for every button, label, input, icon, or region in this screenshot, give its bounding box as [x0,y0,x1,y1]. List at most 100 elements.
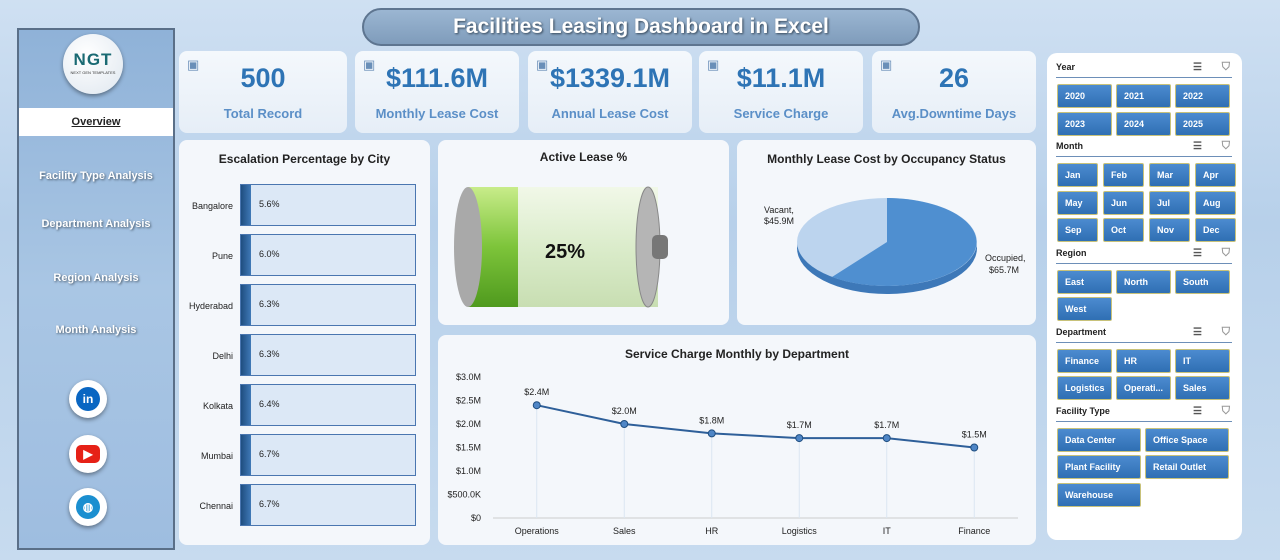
logo: NGT NEXT GEN TEMPLATES [63,34,123,94]
slicer-item[interactable]: Jun [1103,190,1144,215]
nav-department-analysis[interactable]: Department Analysis [41,218,151,230]
bar-fill [241,185,251,225]
y-tick-label: $2.0M [456,419,481,429]
data-point [532,401,541,410]
city-label: Mumbai [200,451,233,461]
slicer-item[interactable]: May [1057,190,1098,215]
slicer-item[interactable]: HR [1116,348,1171,373]
pie-title: Monthly Lease Cost by Occupancy Status [767,152,1006,166]
slicer-item[interactable]: Dec [1195,218,1236,242]
bar-value: 6.7% [259,499,280,509]
slicer-item[interactable]: Warehouse [1057,482,1141,507]
nav-facility-type-analysis[interactable]: Facility Type Analysis [39,170,153,182]
slicer-item[interactable]: Plant Facility [1057,455,1141,479]
slicer-item[interactable]: Feb [1103,163,1144,187]
slicer-item[interactable]: Aug [1195,190,1236,215]
city-label: Delhi [212,351,233,361]
city-bar: 6.3% [240,284,416,326]
slicer-item[interactable]: 2021 [1116,84,1171,108]
money-bag-icon: ▣ [363,57,376,72]
slicer-item[interactable]: 2025 [1175,111,1230,136]
kpi-card: ▣ $11.1M Service Charge [699,51,863,133]
slicer-item[interactable]: Sales [1175,376,1230,400]
x-tick-label: Sales [613,526,636,536]
bar-value: 6.0% [259,249,280,259]
slicer-title: Month [1056,141,1083,151]
clear-filter-icon[interactable]: ⛉ [1221,140,1230,152]
bar-value: 6.3% [259,299,280,309]
slicer-item[interactable]: 2023 [1057,111,1112,136]
pie-panel: Monthly Lease Cost by Occupancy Status V… [737,140,1036,325]
clear-filter-icon[interactable]: ⛉ [1221,325,1230,338]
slicer-panel: Year ☰ ⛉ 2020 2021 2022 2023 2024 2025 Month ☰ ⛉ Jan… [1047,53,1242,540]
bar-fill [241,435,251,475]
data-point [970,443,979,452]
slicer-item[interactable]: Finance [1057,348,1112,373]
slicer-item[interactable]: IT [1175,348,1230,373]
slicer-item[interactable]: South [1175,269,1230,294]
y-tick-label: $0 [471,513,481,523]
kpi-value: $1339.1M [549,63,671,93]
city-label: Chennai [199,501,233,511]
pie-label-vacant: Vacant, [764,205,794,215]
multi-select-icon[interactable]: ☰ [1193,62,1202,73]
slicer-item[interactable]: Operati... [1116,376,1171,400]
slicer-item[interactable]: Mar [1149,163,1190,187]
x-tick-label: IT [883,526,892,536]
slicer-item[interactable]: Data Center [1057,427,1141,452]
linkedin-button[interactable]: in [69,380,107,418]
x-tick-label: Operations [515,526,560,536]
slicer-item[interactable]: 2020 [1057,84,1112,108]
multi-select-icon[interactable]: ☰ [1193,141,1202,152]
bar-fill [241,285,251,325]
slicer-item[interactable]: North [1116,269,1171,294]
slicer-item[interactable]: Office Space [1145,427,1229,452]
kpi-card: ▣ $111.6M Monthly Lease Cost [355,51,519,133]
escalation-panel: Escalation Percentage by City Bangalore 5… [179,140,430,545]
city-bar: 6.7% [240,434,416,476]
bar-fill [241,235,251,275]
gear-icon: ▣ [880,57,893,72]
x-tick-label: HR [705,526,718,536]
data-point [620,420,629,428]
website-button[interactable]: ◍ [69,488,107,526]
slicer-item[interactable]: 2024 [1116,111,1171,136]
youtube-button[interactable]: ▶ [69,435,107,473]
multi-select-icon[interactable]: ☰ [1193,405,1202,417]
nav-overview[interactable]: Overview [19,108,173,136]
kpi-label: Monthly Lease Cost [375,106,499,121]
slicer-item[interactable]: Oct [1103,218,1144,242]
money-bag-icon: ▣ [536,57,549,72]
city-bar: 6.4% [240,384,416,426]
kpi-card: ▣ 26 Avg.Downtime Days [872,51,1036,133]
slicer-item[interactable]: Logistics [1057,376,1112,400]
slicer-item[interactable]: Sep [1057,218,1098,242]
slicer-item[interactable]: Apr [1195,163,1236,187]
city-label: Bangalore [191,201,233,211]
slicer-item[interactable]: Jan [1057,163,1098,187]
city-bar: 6.7% [240,484,416,526]
slicer-item[interactable]: West [1057,297,1112,321]
active-lease-value: 25% [545,241,585,263]
bar-value: 5.6% [259,199,280,209]
city-label: Kolkata [202,401,233,411]
pie-value-vacant: $45.9M [764,216,794,226]
slicer-item[interactable]: 2022 [1175,84,1230,108]
slicer-item[interactable]: Nov [1149,218,1190,242]
city-label: Hyderabad [188,301,233,311]
nav-month-analysis[interactable]: Month Analysis [55,324,137,336]
clear-filter-icon[interactable]: ⛉ [1221,246,1230,259]
clear-filter-icon[interactable]: ⛉ [1221,61,1230,73]
y-tick-label: $2.5M [456,396,481,406]
city-bar: 5.6% [240,184,416,226]
clear-filter-icon[interactable]: ⛉ [1221,404,1230,417]
multi-select-icon[interactable]: ☰ [1193,326,1202,338]
youtube-icon: ▶ [76,445,100,463]
slicer-item[interactable]: Retail Outlet [1145,455,1229,479]
slicer-item[interactable]: East [1057,269,1112,294]
data-label: $1.8M [699,415,724,425]
nav-region-analysis[interactable]: Region Analysis [53,272,139,284]
slicer-item[interactable]: Jul [1149,190,1190,215]
multi-select-icon[interactable]: ☰ [1193,247,1202,259]
data-label: $2.4M [524,387,549,397]
